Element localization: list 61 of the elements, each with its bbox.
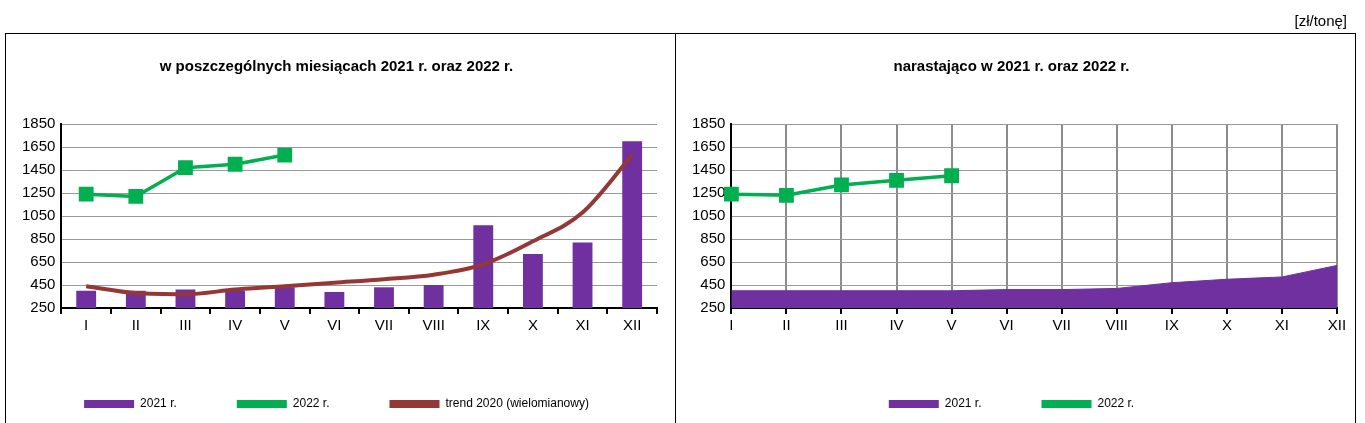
y-tick-label: 1850 bbox=[691, 114, 726, 132]
point bbox=[227, 156, 243, 172]
chart-title: narastająco w 2021 r. oraz 2022 r. bbox=[893, 57, 1130, 75]
point bbox=[944, 168, 960, 184]
y-tick-label: 450 bbox=[30, 275, 56, 293]
y-tick-label: 250 bbox=[30, 298, 56, 316]
y-tick-label: 850 bbox=[30, 229, 56, 247]
y-tick-label: 650 bbox=[700, 252, 726, 270]
x-tick-label: VI bbox=[327, 316, 342, 334]
y-tick-label: 1050 bbox=[691, 206, 726, 224]
x-tick-label: V bbox=[946, 316, 957, 334]
point bbox=[277, 147, 293, 163]
point bbox=[834, 177, 849, 193]
x-tick-label: X bbox=[527, 316, 538, 334]
y-tick-label: 850 bbox=[700, 229, 726, 247]
x-tick-label: III bbox=[835, 316, 848, 334]
x-tick-label: XI bbox=[575, 316, 590, 334]
y-tick-label: 1250 bbox=[691, 183, 726, 201]
x-tick-label: XII bbox=[623, 316, 642, 334]
y-tick-label: 1450 bbox=[21, 160, 56, 178]
legend-label: trend 2020 (wielomianowy) bbox=[445, 396, 589, 411]
legend-label: 2022 r. bbox=[1097, 396, 1135, 411]
chart-title: w poszczególnych miesiącach 2021 r. oraz 2022 r. bbox=[158, 57, 514, 75]
text: [zł/tonę] bbox=[1294, 12, 1347, 29]
x-tick-label: IV bbox=[228, 316, 243, 334]
point bbox=[723, 186, 739, 202]
legend-label: 2022 r. bbox=[292, 396, 330, 411]
x-tick-label: X bbox=[1221, 316, 1232, 334]
y-tick-label: 1450 bbox=[691, 160, 726, 178]
x-tick-label: II bbox=[782, 316, 791, 334]
x-tick-label: VI bbox=[999, 316, 1014, 334]
point bbox=[78, 186, 94, 202]
point bbox=[128, 189, 144, 204]
y-tick-label: 1850 bbox=[21, 114, 56, 132]
legend-label: 2021 r. bbox=[944, 396, 982, 411]
point bbox=[889, 172, 904, 188]
y-tick-label: 250 bbox=[700, 298, 726, 316]
x-tick-label: VIII bbox=[1105, 316, 1129, 334]
x-tick-label: IX bbox=[476, 316, 491, 334]
x-tick-label: XII bbox=[1327, 316, 1347, 334]
y-tick-label: 1650 bbox=[691, 137, 726, 155]
x-tick-label: I bbox=[84, 316, 89, 334]
x-tick-label: XI bbox=[1274, 316, 1290, 334]
y-tick-label: 1050 bbox=[21, 206, 56, 224]
x-tick-label: IX bbox=[1164, 316, 1179, 334]
x-tick-label: III bbox=[179, 316, 192, 334]
x-tick-label: VII bbox=[374, 316, 394, 334]
x-tick-label: VII bbox=[1052, 316, 1071, 334]
y-tick-label: 650 bbox=[30, 252, 56, 270]
x-tick-label: II bbox=[131, 316, 140, 334]
legend-label: 2021 r. bbox=[140, 396, 177, 411]
x-tick-label: I bbox=[729, 316, 734, 334]
x-tick-label: VIII bbox=[422, 316, 445, 334]
point bbox=[779, 187, 794, 203]
y-tick-label: 1650 bbox=[21, 137, 56, 155]
y-tick-label: 450 bbox=[700, 275, 726, 293]
y-tick-label: 1250 bbox=[21, 183, 56, 201]
x-tick-label: IV bbox=[889, 316, 904, 334]
line-series bbox=[84, 153, 635, 297]
x-tick-label: V bbox=[279, 316, 290, 334]
point bbox=[178, 160, 193, 176]
